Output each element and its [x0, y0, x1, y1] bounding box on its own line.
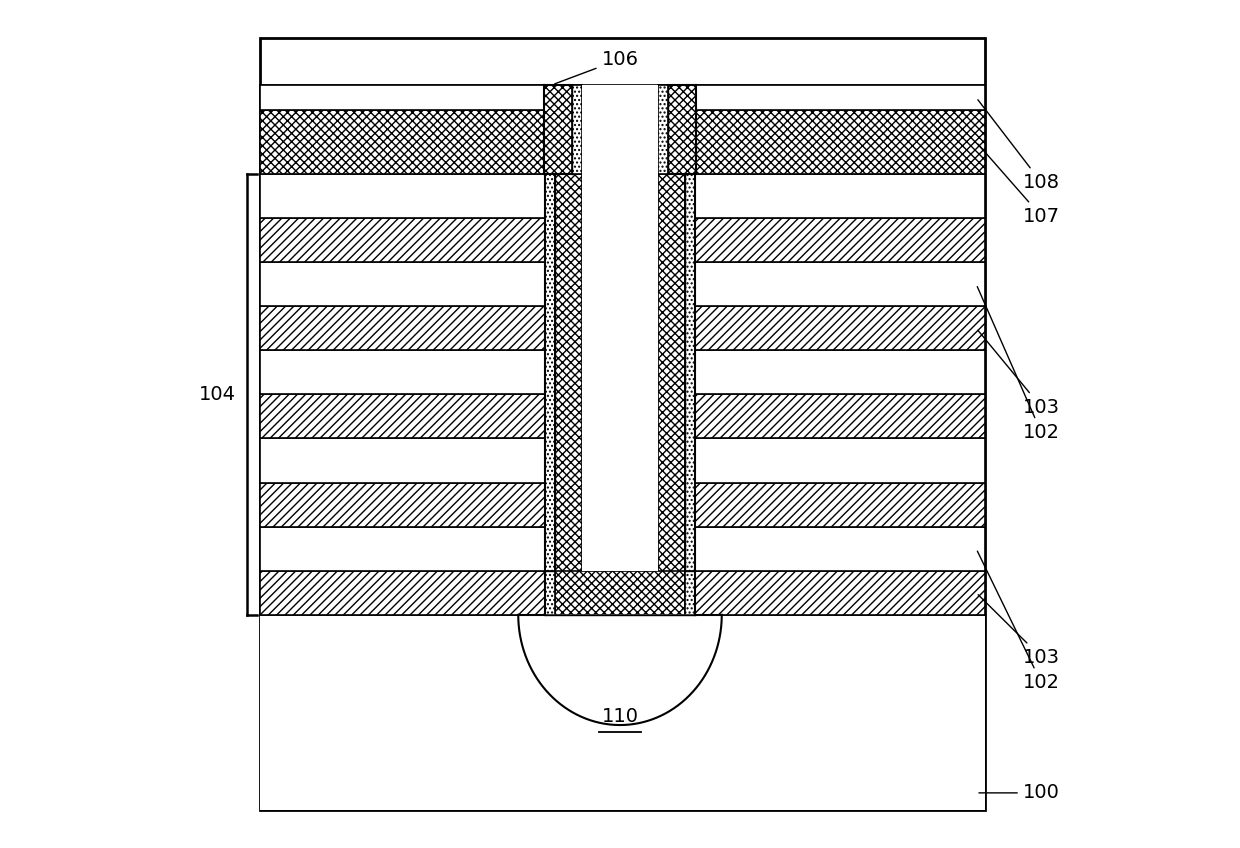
Bar [658, 85, 697, 174]
Bar [259, 85, 985, 110]
Bar [259, 262, 544, 306]
Bar [259, 85, 543, 110]
Bar [259, 110, 543, 174]
Bar [259, 174, 544, 218]
Text: 102: 102 [977, 551, 1060, 692]
Bar [259, 218, 544, 262]
Bar [259, 571, 985, 615]
Bar [543, 85, 582, 174]
Text: 100: 100 [978, 784, 1060, 802]
Bar [259, 110, 985, 174]
Text: 108: 108 [978, 100, 1060, 192]
Bar [259, 527, 544, 571]
Bar [696, 350, 985, 394]
Bar [259, 483, 544, 527]
Bar [259, 262, 985, 306]
Bar [582, 174, 658, 571]
Bar [696, 174, 985, 218]
Bar [582, 174, 658, 615]
Bar [259, 571, 544, 615]
Bar [696, 438, 985, 483]
Bar [554, 174, 582, 615]
Bar [554, 571, 686, 615]
Text: 104: 104 [198, 385, 236, 404]
Bar [686, 174, 696, 615]
Bar [582, 85, 658, 174]
Bar [658, 85, 668, 174]
Bar [259, 615, 985, 810]
Bar [259, 394, 985, 438]
Bar [696, 306, 985, 350]
Bar [658, 174, 686, 615]
Text: 103: 103 [978, 594, 1060, 667]
Bar [696, 571, 985, 615]
Bar [259, 350, 985, 394]
Bar [259, 306, 985, 350]
Bar [696, 394, 985, 438]
Bar [543, 85, 697, 174]
Bar [259, 394, 544, 438]
Bar [696, 483, 985, 527]
Bar [697, 110, 985, 174]
Text: 107: 107 [978, 144, 1060, 226]
Bar [696, 262, 985, 306]
Bar [696, 218, 985, 262]
Bar [259, 350, 544, 394]
Text: 102: 102 [977, 287, 1060, 442]
Bar [686, 571, 696, 615]
Bar [572, 85, 582, 174]
Bar [259, 438, 544, 483]
Bar [259, 306, 544, 350]
Bar [259, 218, 985, 262]
Text: 106: 106 [554, 50, 639, 84]
Bar [544, 571, 554, 615]
Text: 110: 110 [601, 707, 639, 726]
Bar [259, 174, 985, 218]
Bar [259, 38, 985, 810]
Bar [259, 527, 985, 571]
Bar [696, 527, 985, 571]
Text: 103: 103 [978, 331, 1060, 416]
Bar [697, 85, 985, 110]
Bar [259, 438, 985, 483]
Polygon shape [518, 615, 722, 725]
Bar [544, 174, 554, 615]
Bar [259, 483, 985, 527]
